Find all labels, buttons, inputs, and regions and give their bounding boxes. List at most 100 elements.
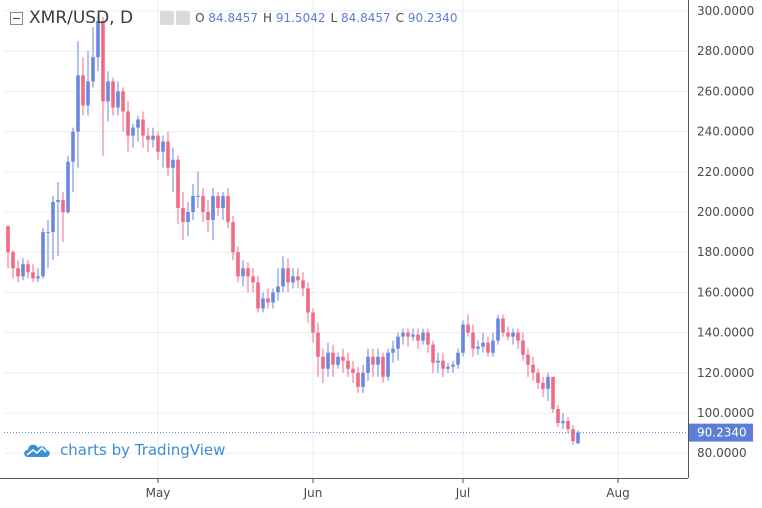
candle-body — [186, 212, 190, 223]
candle-body — [436, 360, 440, 363]
y-tick-label: 120.0000 — [697, 366, 754, 380]
candle-body — [456, 352, 460, 365]
y-tick-label: 140.0000 — [697, 326, 754, 340]
candle-body — [536, 372, 540, 383]
candle-body — [306, 288, 310, 313]
tradingview-brand[interactable]: charts by TradingView — [22, 440, 225, 460]
candle-body — [121, 91, 125, 112]
candle-body — [106, 81, 110, 102]
candle-body — [391, 348, 395, 353]
candle-body — [181, 207, 185, 223]
x-tick-label: May — [146, 486, 171, 500]
gear-icon[interactable] — [176, 11, 191, 25]
candle-body — [451, 364, 455, 367]
candle-body — [336, 356, 340, 365]
candle-body — [261, 298, 265, 309]
candle-body — [151, 135, 155, 140]
low-readout: L 84.8457 — [330, 11, 391, 25]
x-tick-label: Aug — [606, 486, 629, 500]
last-price-badge — [689, 423, 753, 442]
candle-body — [86, 81, 90, 106]
candle-body — [296, 276, 300, 281]
collapse-icon[interactable] — [10, 11, 23, 25]
candle-body — [361, 372, 365, 387]
eye-icon[interactable] — [160, 11, 175, 25]
candle-body — [521, 340, 525, 355]
candle-body — [396, 336, 400, 349]
candle-body — [21, 264, 25, 277]
candle-body — [241, 268, 245, 277]
candle-body — [446, 366, 450, 369]
candle-body — [16, 268, 20, 277]
axes — [0, 0, 689, 483]
x-tick-label: Jul — [455, 486, 470, 500]
x-tick-label: Jun — [303, 486, 323, 500]
candle-body — [26, 264, 30, 273]
candle-body — [246, 268, 250, 277]
candle-body — [266, 298, 270, 303]
candle-body — [426, 332, 430, 345]
candle-body — [131, 127, 135, 136]
chart-legend: XMR/USD, D O 84.8457 H 91.5042 L 84.8457… — [10, 6, 457, 30]
candle-body — [111, 81, 115, 108]
candle-body — [236, 252, 240, 277]
candle-body — [406, 332, 410, 337]
candle-body — [481, 342, 485, 347]
candle-body — [576, 432, 580, 444]
y-tick-label: 200.0000 — [697, 205, 754, 219]
axis-ticks: 80.0000 100.0000 120.0000 140.0000 160.0000 1… — [146, 4, 755, 500]
high-readout: H 91.5042 — [262, 11, 326, 25]
candle-body — [291, 276, 295, 283]
candle-body — [331, 352, 335, 365]
candle-body — [91, 57, 95, 82]
candle-body — [96, 21, 100, 58]
candle-body — [166, 141, 170, 168]
candle-body — [211, 195, 215, 221]
candle-body — [101, 21, 105, 102]
candle-body — [371, 356, 375, 365]
y-tick-label: 180.0000 — [697, 245, 754, 259]
candle-body — [176, 159, 180, 208]
candle-body — [441, 360, 445, 369]
candle-body — [76, 75, 80, 132]
candle-body — [311, 312, 315, 333]
candle-body — [546, 376, 550, 389]
candle-body — [316, 332, 320, 357]
open-readout: O 84.8457 — [195, 11, 258, 25]
candle-body — [556, 408, 560, 424]
candle-body — [431, 344, 435, 363]
candle-body — [471, 332, 475, 349]
candle-body — [206, 212, 210, 221]
candle-body — [141, 119, 145, 136]
candle-body — [351, 368, 355, 373]
candle-body — [136, 119, 140, 128]
candle-body — [41, 232, 45, 277]
candle-body — [541, 382, 545, 389]
candle-body — [191, 195, 195, 212]
y-tick-label: 240.0000 — [697, 125, 754, 139]
candle-body — [221, 195, 225, 208]
candle-body — [116, 91, 120, 108]
y-tick-label: 80.0000 — [697, 446, 747, 460]
candle-body — [381, 356, 385, 377]
candle-body — [46, 232, 50, 234]
candle-body — [571, 429, 575, 442]
candle-body — [516, 332, 520, 341]
candle-body — [201, 195, 205, 212]
candle-body — [321, 356, 325, 369]
candle-body — [11, 252, 15, 269]
candle-body — [146, 135, 150, 140]
y-tick-label: 100.0000 — [697, 406, 754, 420]
cloud-logo-icon — [24, 444, 50, 457]
candle-body — [281, 268, 285, 287]
y-tick-label: 260.0000 — [697, 84, 754, 98]
candle-body — [366, 356, 370, 373]
candle-body — [561, 421, 565, 424]
candle-body — [356, 372, 360, 387]
candle-body — [66, 161, 70, 212]
candle-body — [401, 332, 405, 337]
candle-body — [341, 356, 345, 361]
candle-body — [346, 360, 350, 369]
candle-body — [526, 354, 530, 365]
